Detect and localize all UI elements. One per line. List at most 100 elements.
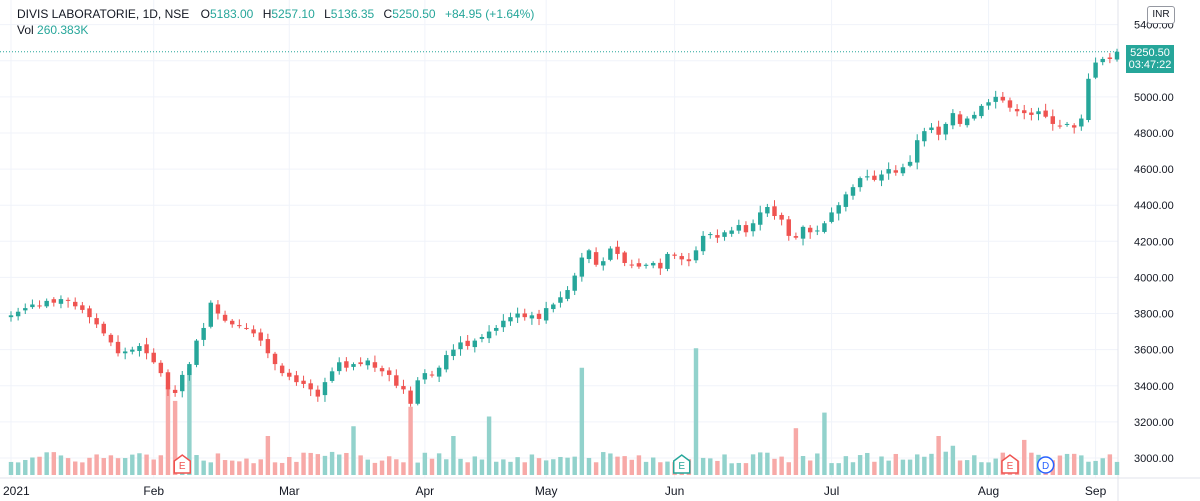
candle-body [736, 225, 742, 231]
x-tick-label: Jul [824, 484, 839, 498]
candle-body [551, 304, 556, 310]
currency-button[interactable]: INR [1147, 6, 1175, 24]
candle-body [372, 362, 378, 368]
volume-bar [922, 456, 927, 475]
volume-bar [272, 462, 278, 475]
candle-body [872, 175, 877, 180]
volume-bar [308, 452, 313, 475]
volume-bar [615, 456, 620, 475]
candle-body [779, 214, 784, 220]
candle-body [87, 308, 92, 318]
volume-bar [822, 412, 827, 475]
symbol-label: DIVIS LABORATORIE, 1D, NSE [17, 7, 190, 21]
earnings-marker [173, 454, 192, 474]
candle-body [658, 262, 663, 269]
volume-bar [636, 455, 642, 475]
volume-bar [857, 455, 863, 475]
volume-bar [736, 462, 742, 475]
candle-body [914, 140, 920, 163]
candle-body [807, 227, 813, 233]
volume-bar [515, 457, 520, 475]
volume-bar [800, 456, 806, 475]
candle-body [265, 339, 271, 354]
candle-body [565, 290, 570, 299]
volume-bar [351, 426, 356, 475]
candle-body [579, 257, 585, 277]
candle-body [187, 364, 192, 376]
volume-bar [629, 459, 634, 475]
candle-body [37, 305, 42, 307]
candle-body [272, 353, 278, 365]
candle-body [850, 187, 856, 196]
candle-body [543, 308, 549, 321]
candle-body [964, 118, 970, 126]
candle-body [1071, 125, 1077, 128]
candle-body [601, 261, 606, 266]
candle-body [1007, 100, 1013, 108]
volume-label: Vol [17, 23, 34, 37]
candle-body [758, 212, 763, 225]
candle-body [229, 320, 235, 325]
candle-body [822, 223, 827, 232]
volume-bar [608, 453, 613, 475]
candle-body [1022, 110, 1027, 114]
candle-body [80, 305, 85, 310]
volume-bar [551, 459, 556, 475]
y-tick-label: 4600.00 [1134, 164, 1174, 176]
volume-bar [444, 459, 449, 475]
volume-bar [258, 459, 263, 475]
volume-bar [872, 461, 877, 475]
candle-body [622, 252, 627, 263]
candle-body [1000, 96, 1006, 101]
candle-body [765, 207, 770, 214]
bar-countdown: 03:47:22 [1128, 59, 1172, 71]
candle-body [529, 315, 535, 319]
volume-bar [807, 460, 813, 475]
candle-body [322, 382, 328, 396]
volume-bar [30, 457, 35, 475]
volume-bar [836, 463, 841, 475]
candle-body [836, 205, 841, 214]
volume-bar [379, 460, 385, 475]
volume-bar [886, 460, 891, 475]
candle-body [444, 355, 449, 370]
volume-bar [843, 456, 849, 475]
candle-body [693, 250, 699, 261]
candle-body [922, 131, 927, 142]
candle-body [865, 176, 870, 178]
volume-bar [1029, 452, 1034, 475]
y-tick-label: 4400.00 [1134, 200, 1174, 212]
candle-body [522, 313, 527, 318]
candle-body [629, 264, 634, 266]
candle-body [422, 373, 428, 380]
candle-body [729, 230, 734, 234]
volume-bar [208, 462, 214, 475]
high-label: H [262, 7, 272, 21]
volume-bar [472, 456, 478, 475]
low-label: L [324, 7, 331, 21]
y-tick-label: 3600.00 [1134, 345, 1174, 357]
candle-body [144, 344, 149, 354]
candle-body [165, 372, 171, 390]
volume-bar [1093, 460, 1098, 475]
y-tick-label: 4200.00 [1134, 236, 1174, 248]
candle-body [222, 314, 228, 321]
candle-body [1014, 109, 1020, 112]
candle-body [1029, 112, 1034, 115]
volume-bar [329, 451, 335, 475]
volume-bar [1114, 461, 1120, 475]
candle-body [365, 360, 370, 366]
earnings-marker-label: E [179, 461, 186, 472]
volume-bar [1064, 453, 1070, 475]
candle-body [279, 365, 285, 374]
volume-bar [693, 348, 699, 475]
volume-bar [850, 462, 856, 475]
volume-bar [650, 457, 656, 475]
volume-bar [943, 451, 948, 475]
dividend-marker [1036, 456, 1055, 474]
ohlc-row: DIVIS LABORATORIE, 1D, NSE O5183.00 H525… [17, 6, 540, 22]
volume-bar [964, 460, 970, 475]
candle-body [472, 340, 478, 348]
open-value: 5183.00 [209, 7, 254, 21]
